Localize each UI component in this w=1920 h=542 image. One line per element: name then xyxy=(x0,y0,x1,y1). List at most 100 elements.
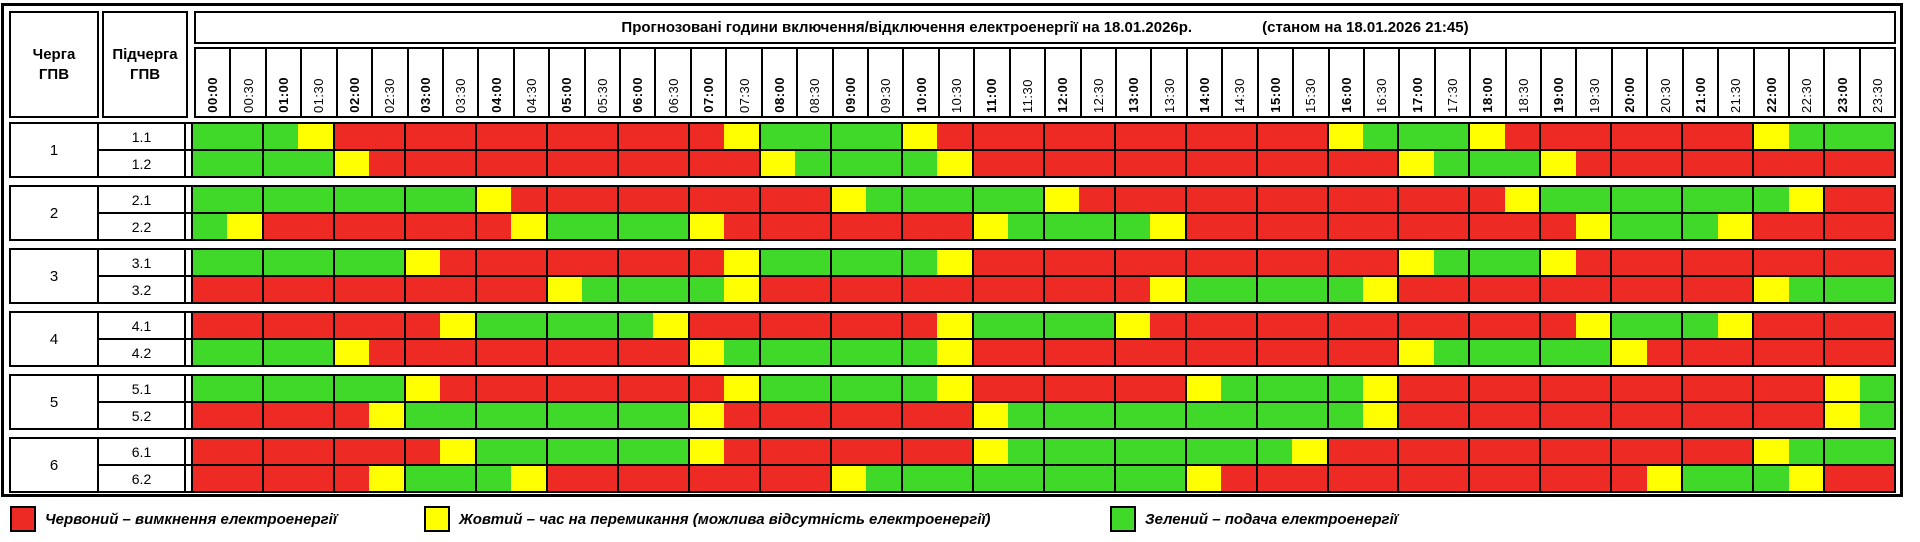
schedule-cell xyxy=(332,313,370,338)
time-label-text: 23:00 xyxy=(1834,77,1850,113)
schedule-cell xyxy=(1292,250,1327,275)
schedule-cell xyxy=(403,277,441,302)
time-label: 00:00 xyxy=(194,47,232,118)
schedule-cell xyxy=(937,466,972,491)
schedule-cell xyxy=(1752,376,1789,401)
schedule-cell xyxy=(1397,214,1434,239)
schedule-cell xyxy=(1504,439,1540,464)
schedule-cell xyxy=(687,340,725,365)
schedule-cell xyxy=(1646,214,1682,239)
schedule-cell xyxy=(1575,439,1611,464)
schedule-cell xyxy=(1042,214,1080,239)
schedule-cell xyxy=(1859,340,1895,365)
queue-rows: 3.1 3.2 xyxy=(99,250,1895,302)
time-label-text: 18:30 xyxy=(1515,77,1531,113)
schedule-cell xyxy=(1079,376,1114,401)
schedule-cell xyxy=(616,313,654,338)
schedule-cell xyxy=(1221,340,1256,365)
schedule-cell xyxy=(474,340,512,365)
schedule-cell xyxy=(900,187,938,212)
schedule-cell xyxy=(866,439,901,464)
schedule-cell xyxy=(900,151,938,176)
schedule-cell xyxy=(1859,151,1895,176)
schedule-cell xyxy=(511,151,546,176)
queue-block: 1 1.1 1.2 xyxy=(9,122,1896,178)
time-label-text: 18:00 xyxy=(1480,77,1496,113)
schedule-cell xyxy=(1539,403,1576,428)
schedule-cell xyxy=(653,466,688,491)
schedule-cell xyxy=(1079,151,1114,176)
schedule-cell xyxy=(616,250,654,275)
subqueue-label: 2.2 xyxy=(99,214,186,239)
schedule-cell xyxy=(937,250,972,275)
schedule-cell xyxy=(582,277,617,302)
schedule-cell xyxy=(1717,466,1753,491)
schedule-cell xyxy=(1362,313,1398,338)
schedule-cell xyxy=(1646,376,1682,401)
schedule-cell xyxy=(369,277,404,302)
schedule-cell xyxy=(1610,466,1647,491)
time-label-text: 08:30 xyxy=(807,77,823,113)
as-of-timestamp: (станом на 18.01.2026 21:45) xyxy=(1262,19,1469,36)
schedule-cell xyxy=(1504,376,1540,401)
subqueue-label: 1.1 xyxy=(99,124,186,149)
schedule-cell xyxy=(403,466,441,491)
subqueue-label: 6.1 xyxy=(99,439,186,464)
schedule-cell xyxy=(1221,466,1256,491)
schedule-cell xyxy=(653,277,688,302)
schedule-row: 2.1 xyxy=(99,187,1895,212)
queue-rows: 4.1 4.2 xyxy=(99,313,1895,365)
schedule-cell xyxy=(687,187,725,212)
time-label: 08:00 xyxy=(760,47,799,118)
schedule-cell xyxy=(866,313,901,338)
schedule-cell xyxy=(1717,214,1753,239)
schedule-cell xyxy=(474,187,512,212)
schedule-cell xyxy=(616,439,654,464)
schedule-cell xyxy=(1468,376,1505,401)
schedule-cell xyxy=(1150,124,1185,149)
schedule-cell xyxy=(1042,376,1080,401)
schedule-cell xyxy=(971,403,1009,428)
schedule-cell xyxy=(193,466,228,491)
schedule-cell xyxy=(724,340,759,365)
schedule-cell xyxy=(1255,124,1293,149)
time-label: 04:30 xyxy=(512,47,551,118)
schedule-cell xyxy=(403,187,441,212)
schedule-cell xyxy=(1326,376,1363,401)
schedule-cell xyxy=(971,151,1009,176)
schedule-cell xyxy=(971,187,1009,212)
schedule-cell xyxy=(1681,403,1718,428)
schedule-cell xyxy=(440,466,475,491)
schedule-cell xyxy=(1788,376,1824,401)
schedule-cell xyxy=(1859,250,1895,275)
schedule-cell xyxy=(474,214,512,239)
schedule-cell xyxy=(1008,403,1043,428)
schedule-cell xyxy=(1788,151,1824,176)
schedule-cell xyxy=(937,214,972,239)
schedule-cell xyxy=(1008,376,1043,401)
schedule-cell xyxy=(1610,124,1647,149)
time-label: 23:30 xyxy=(1858,47,1897,118)
time-label: 21:00 xyxy=(1681,47,1720,118)
schedule-cell xyxy=(1326,466,1363,491)
time-label: 15:30 xyxy=(1292,47,1330,118)
schedule-cell xyxy=(1823,124,1860,149)
schedule-cell xyxy=(724,403,759,428)
schedule-cell xyxy=(1362,277,1398,302)
time-label-text: 16:30 xyxy=(1374,77,1390,113)
schedule-cell xyxy=(1292,277,1327,302)
schedule-cell xyxy=(758,313,796,338)
schedule-cell xyxy=(937,187,972,212)
legend-swatch xyxy=(424,506,450,532)
schedule-row: 2.2 xyxy=(99,212,1895,239)
schedule-cell xyxy=(1008,340,1043,365)
schedule-cell xyxy=(332,187,370,212)
schedule-cell xyxy=(1717,403,1753,428)
schedule-cell xyxy=(403,313,441,338)
schedule-cell xyxy=(369,187,404,212)
schedule-cell xyxy=(261,277,299,302)
schedule-cell xyxy=(1184,340,1222,365)
schedule-cell xyxy=(261,340,299,365)
schedule-cell xyxy=(1681,466,1718,491)
schedule-cell xyxy=(545,151,583,176)
